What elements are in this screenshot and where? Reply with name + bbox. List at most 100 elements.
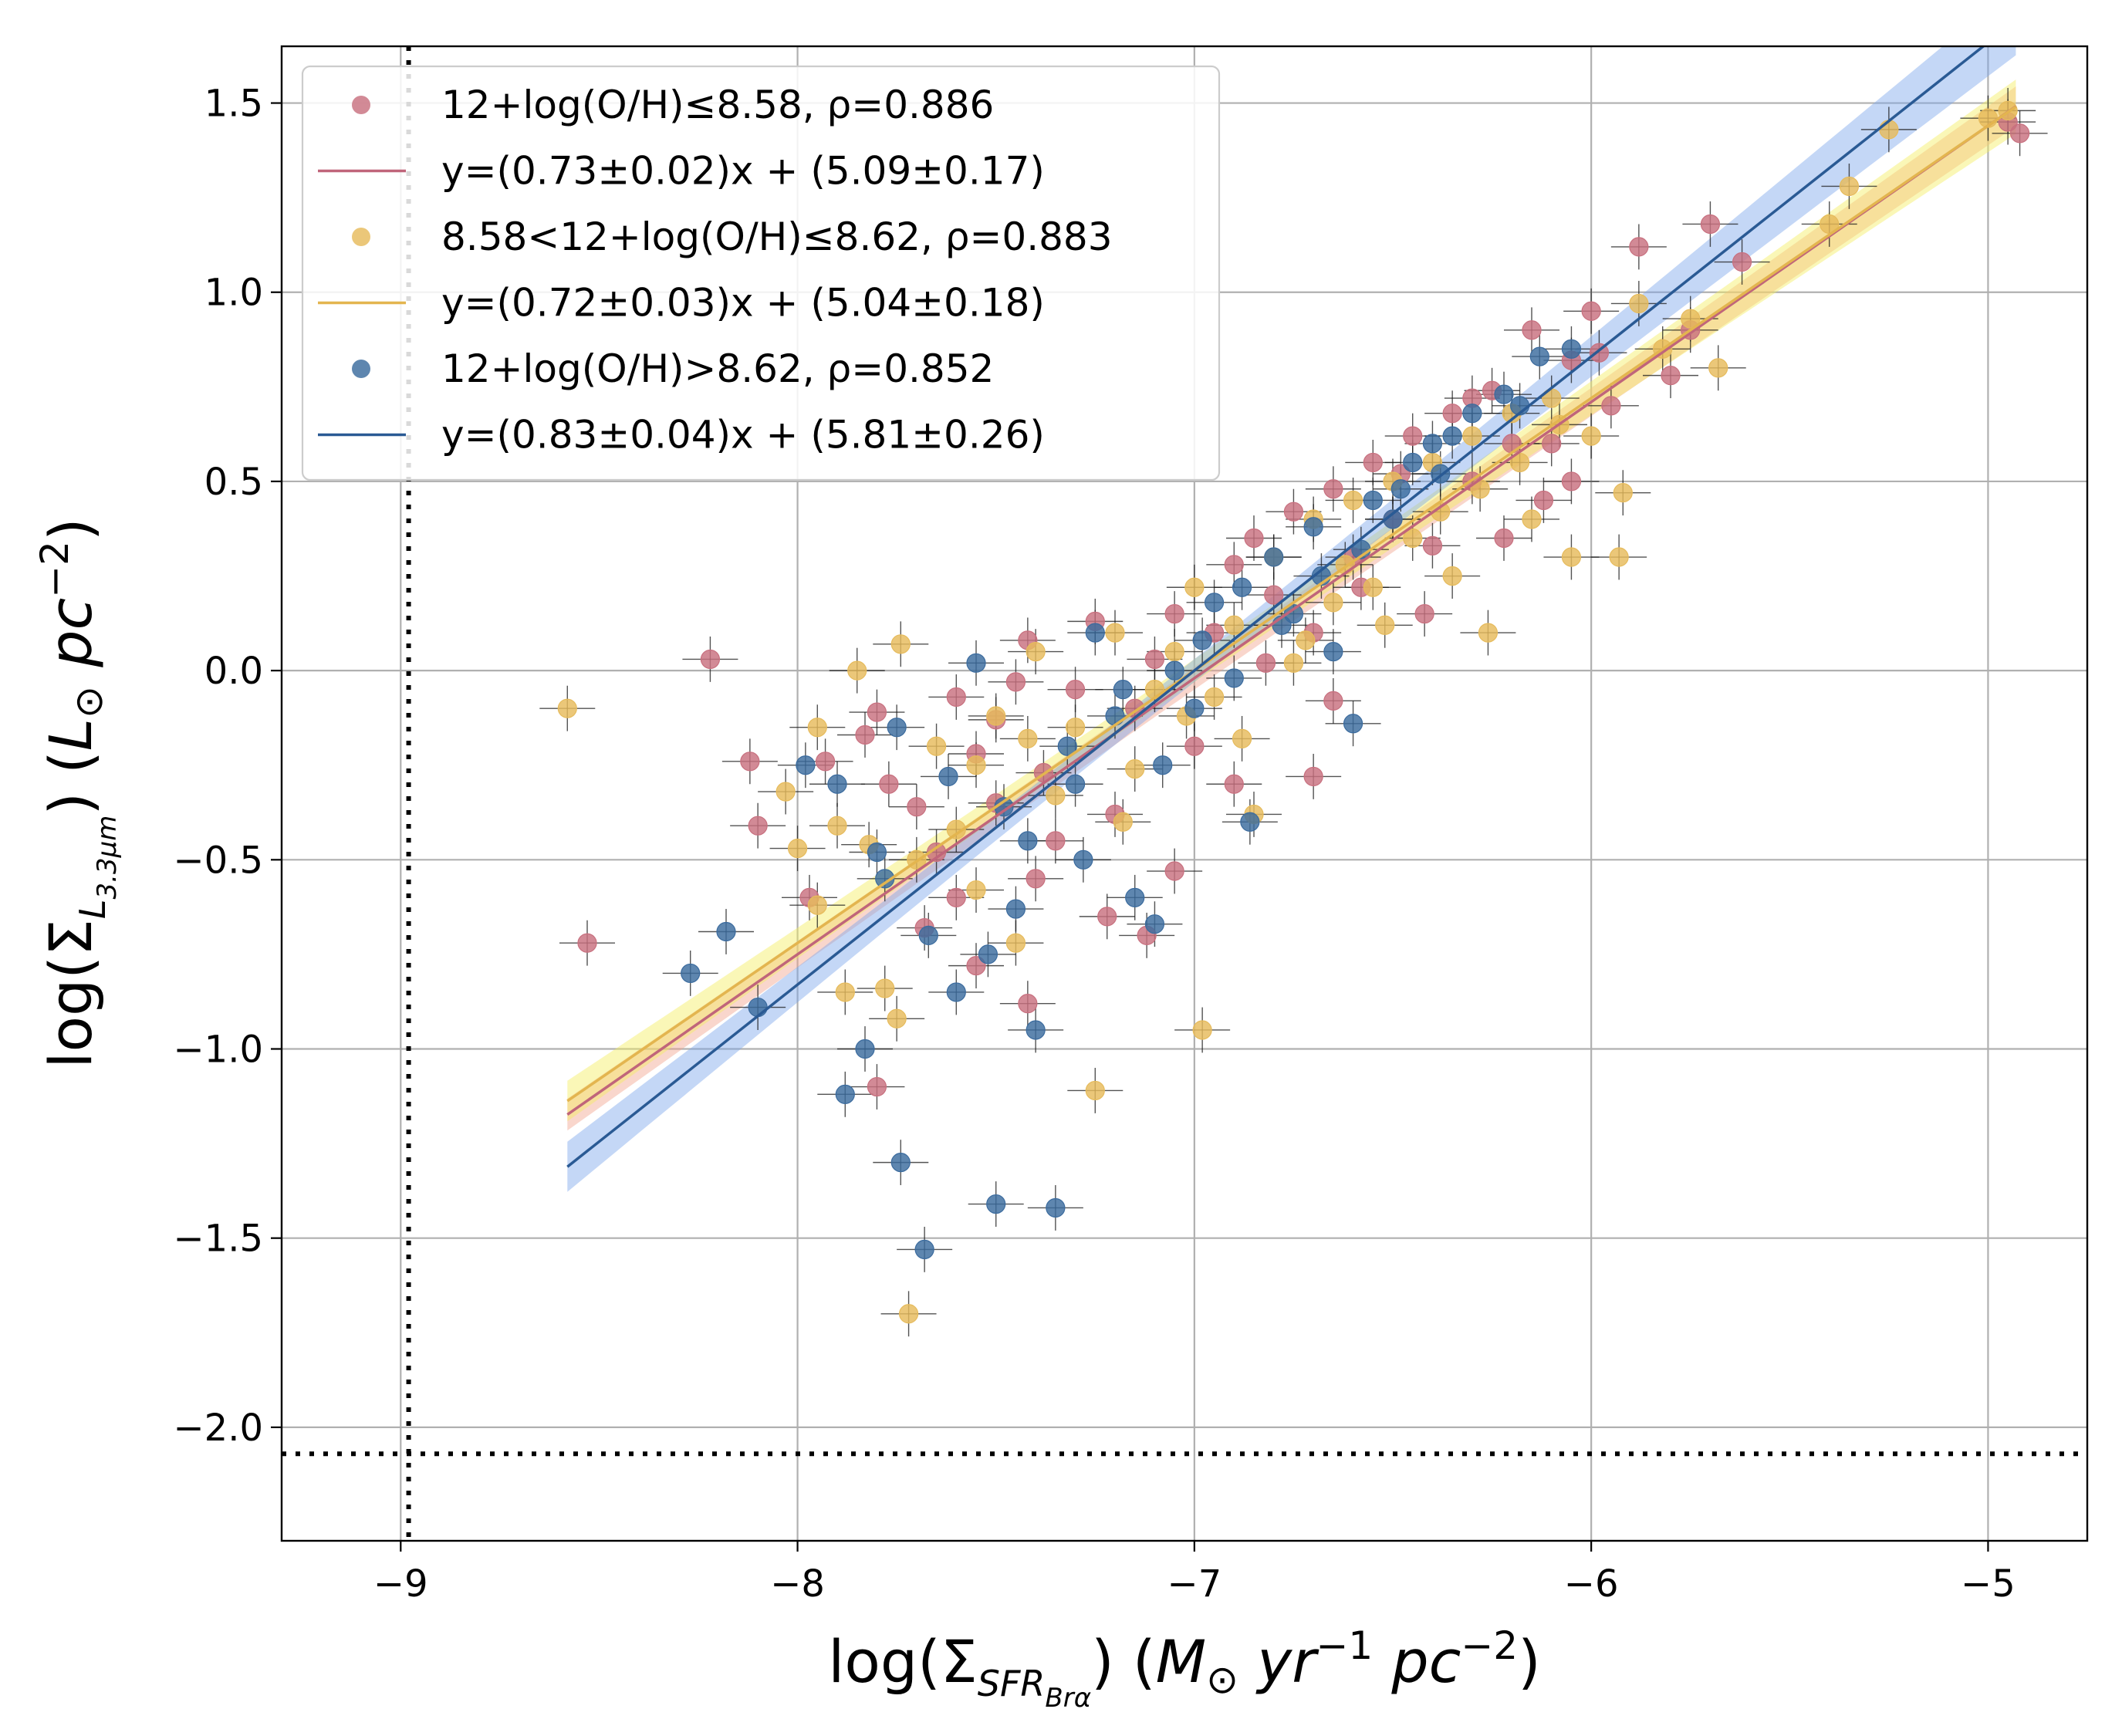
data-point <box>1224 774 1244 794</box>
data-point <box>1005 899 1026 919</box>
legend-series-label: 12+log(O/H)>8.62, ρ=0.852 <box>441 346 994 391</box>
data-point <box>557 698 577 718</box>
data-point <box>1046 831 1066 851</box>
data-point <box>1057 736 1077 756</box>
data-point <box>1529 346 1549 366</box>
y-tick-label: −0.5 <box>173 839 263 882</box>
data-point <box>907 797 927 817</box>
data-point <box>1026 869 1046 889</box>
data-point <box>1375 615 1395 635</box>
data-point <box>946 687 966 708</box>
data-point <box>1494 528 1514 549</box>
data-point <box>1442 426 1462 446</box>
data-point <box>855 1039 875 1059</box>
data-point <box>1065 680 1086 700</box>
data-point <box>855 724 875 745</box>
data-point <box>1026 642 1046 662</box>
data-point <box>1323 691 1343 711</box>
data-point <box>1073 849 1093 870</box>
data-point <box>1363 452 1383 473</box>
data-point <box>716 921 736 942</box>
x-tick-label: −8 <box>770 1562 825 1606</box>
data-point <box>966 880 986 900</box>
data-point <box>1224 615 1244 635</box>
data-point <box>1085 623 1105 643</box>
legend-fit-label: y=(0.83±0.04)x + (5.81±0.26) <box>441 413 1045 458</box>
data-point <box>1494 384 1514 404</box>
data-point <box>1629 237 1649 257</box>
data-point <box>1255 653 1276 673</box>
data-point <box>1192 630 1212 650</box>
data-point <box>1343 714 1363 734</box>
data-point <box>1164 660 1184 681</box>
legend-fit-label: y=(0.72±0.03)x + (5.04±0.18) <box>441 281 1045 326</box>
data-point <box>887 718 907 738</box>
data-point <box>1005 672 1026 692</box>
data-point <box>1323 642 1343 662</box>
data-point <box>1046 785 1066 806</box>
data-point <box>748 997 768 1018</box>
legend-series-label: 12+log(O/H)≤8.58, ρ=0.886 <box>441 83 994 127</box>
data-point <box>1018 728 1038 748</box>
data-point <box>1105 623 1125 643</box>
data-point <box>1502 434 1522 454</box>
data-point <box>890 634 911 654</box>
data-point <box>1192 1020 1212 1040</box>
data-point <box>966 755 986 775</box>
y-tick-label: 1.0 <box>204 272 263 315</box>
data-point <box>1732 252 1752 272</box>
fit-line <box>566 105 2017 1103</box>
data-point <box>1105 706 1125 726</box>
data-point <box>1879 120 1899 140</box>
data-point <box>1522 509 1542 529</box>
data-point <box>1561 471 1582 491</box>
data-point <box>1581 426 1601 446</box>
data-point <box>1323 479 1343 499</box>
data-point <box>1462 426 1482 446</box>
y-tick-label: 0.0 <box>204 650 263 693</box>
data-point <box>966 653 986 673</box>
data-point <box>1414 603 1434 624</box>
data-point <box>1462 404 1482 424</box>
data-point <box>1629 293 1649 314</box>
data-point <box>1018 994 1038 1014</box>
data-point <box>1609 547 1629 567</box>
data-point <box>966 956 986 976</box>
data-points <box>557 100 2030 1324</box>
data-point <box>875 978 895 998</box>
data-point <box>887 1008 907 1028</box>
data-point <box>1204 687 1225 708</box>
data-point <box>1303 517 1323 537</box>
data-point <box>898 1304 919 1324</box>
data-point <box>1403 452 1423 473</box>
data-point <box>1232 728 1252 748</box>
x-tick-label: −9 <box>373 1562 428 1606</box>
data-point <box>1085 1080 1105 1101</box>
data-point <box>1125 887 1145 907</box>
data-point <box>1065 774 1086 794</box>
legend-fit-label: y=(0.73±0.02)x + (5.09±0.17) <box>441 149 1045 194</box>
detection-limits <box>282 46 2087 1541</box>
data-point <box>807 718 827 738</box>
data-point <box>946 819 966 839</box>
y-tick-label: −2.0 <box>173 1407 263 1450</box>
fit-lines <box>566 46 2017 1168</box>
data-point <box>1224 668 1244 688</box>
x-axis-label: log(ΣSFRBrα) (M⊙ yr−1 pc−2) <box>828 1623 1541 1714</box>
data-point <box>1097 907 1117 927</box>
data-point <box>1303 766 1323 787</box>
data-point <box>1184 577 1205 597</box>
data-point <box>1113 812 1133 832</box>
data-point <box>1561 339 1582 359</box>
data-point <box>1264 547 1284 567</box>
fit-line <box>566 46 1986 1168</box>
y-tick-label: −1.0 <box>173 1028 263 1072</box>
data-point <box>1601 396 1621 416</box>
data-point <box>986 1194 1006 1214</box>
data-point <box>890 1153 911 1173</box>
data-point <box>1363 577 1383 597</box>
data-point <box>1661 366 1681 386</box>
data-point <box>946 982 966 1002</box>
data-point <box>835 1084 855 1104</box>
